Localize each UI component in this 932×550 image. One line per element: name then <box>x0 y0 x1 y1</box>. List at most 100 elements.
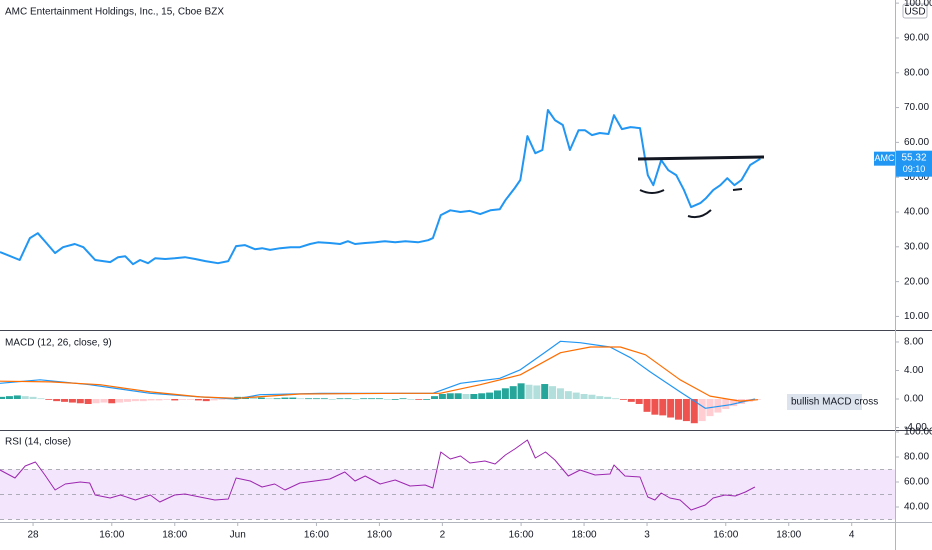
y-tick-label: 40.00 <box>904 207 929 218</box>
histogram-bar <box>249 397 257 399</box>
rsi-title: RSI (14, close) <box>5 437 71 448</box>
histogram-bar <box>588 394 596 399</box>
x-tick-label: 16:00 <box>509 530 534 541</box>
histogram-bar <box>124 398 132 402</box>
histogram-bar <box>415 398 423 400</box>
histogram-bar <box>470 394 478 399</box>
histogram-bar <box>179 398 187 400</box>
histogram-bar <box>0 396 6 399</box>
histogram-bar <box>84 398 92 404</box>
histogram-bar <box>454 393 462 399</box>
y-tick-label: 40.00 <box>904 502 929 513</box>
annotation: bullish MACD cross <box>791 397 878 408</box>
chart-title: AMC Entertainment Holdings, Inc., 15, Cb… <box>5 7 224 18</box>
histogram-bar <box>730 398 738 407</box>
histogram-bar <box>68 398 76 403</box>
histogram-bar <box>478 393 486 399</box>
histogram-bar <box>438 394 446 399</box>
series-name-tag <box>874 151 895 166</box>
currency: USD <box>904 7 925 18</box>
histogram-bar <box>368 398 376 400</box>
histogram-bar <box>305 398 313 400</box>
y-tick-label: 90.00 <box>904 33 929 44</box>
drawing-curve <box>639 189 665 194</box>
histogram-bar <box>698 398 706 422</box>
histogram-bar <box>431 396 439 399</box>
x-tick-label: 3 <box>644 530 650 541</box>
histogram-bar <box>45 398 53 400</box>
histogram-bar <box>722 398 730 409</box>
histogram-bar <box>131 398 139 402</box>
histogram-bar <box>627 398 635 402</box>
histogram-bar <box>61 398 69 402</box>
histogram-bar <box>360 398 368 400</box>
histogram-bar <box>202 398 210 402</box>
histogram-bar <box>682 398 690 422</box>
histogram-bar <box>619 398 627 400</box>
histogram-bar <box>446 393 454 399</box>
histogram-bar <box>336 398 344 400</box>
currency-box <box>902 3 928 19</box>
y-tick-label: 80.00 <box>904 452 929 463</box>
histogram-bar <box>690 398 698 424</box>
y-tick-label: 60.00 <box>904 477 929 488</box>
histogram-bar <box>407 398 415 400</box>
histogram-bar <box>549 386 557 399</box>
histogram-bar <box>100 398 108 403</box>
x-tick-label: 4 <box>849 530 855 541</box>
x-tick-label: 18:00 <box>572 530 597 541</box>
y-tick-label: 80.00 <box>904 67 929 78</box>
histogram-bar <box>218 398 226 400</box>
histogram-bar <box>5 396 13 399</box>
user-drawings <box>637 155 765 219</box>
x-tick-label: 18:00 <box>776 530 801 541</box>
histogram-bar <box>320 398 328 400</box>
series-line <box>0 439 756 511</box>
histogram-bar <box>612 398 620 400</box>
x-tick-label: 16:00 <box>713 530 738 541</box>
histogram-bar <box>344 398 352 400</box>
histogram-bar <box>265 398 273 400</box>
histogram-bar <box>517 383 525 399</box>
histogram-bar <box>116 398 124 403</box>
histogram-bar <box>509 386 517 399</box>
histogram-bar <box>375 398 383 400</box>
histogram-bar <box>281 397 289 399</box>
last-price: 55.32 <box>901 152 926 163</box>
y-tick-label: 100.00 <box>904 0 932 9</box>
histogram-bar <box>37 398 45 400</box>
histogram-bar <box>352 398 360 400</box>
histogram-bar <box>289 397 297 399</box>
histogram-bar <box>580 394 588 399</box>
y-tick-label: 50.00 <box>904 172 929 183</box>
histogram-bar <box>312 398 320 400</box>
histogram-bar <box>423 398 431 400</box>
y-tick-label: 100.00 <box>904 427 932 438</box>
y-tick-label: 20.00 <box>904 276 929 287</box>
histogram-bar <box>92 398 100 404</box>
countdown: 09:10 <box>903 164 926 174</box>
histogram-bar <box>572 392 580 399</box>
last-price-tag <box>896 150 932 177</box>
annotation-box <box>787 394 862 410</box>
series-line <box>0 346 759 402</box>
histogram-bar <box>596 396 604 399</box>
histogram-bar <box>604 396 612 399</box>
y-tick-label: 70.00 <box>904 102 929 113</box>
histogram-bar <box>541 384 549 399</box>
x-tick-label: 18:00 <box>367 530 392 541</box>
histogram-bar <box>210 398 218 401</box>
x-tick-label: Jun <box>230 530 246 541</box>
histogram-bar <box>29 396 37 399</box>
histogram-bar <box>155 398 163 401</box>
histogram-bar <box>462 394 470 399</box>
histogram-bar <box>257 397 265 399</box>
histogram-bar <box>675 398 683 420</box>
histogram-bar <box>714 398 722 413</box>
histogram-bar <box>273 398 281 400</box>
histogram-bar <box>391 398 399 400</box>
histogram-bar <box>643 398 651 412</box>
histogram-bar <box>163 398 171 400</box>
y-tick-label: 60.00 <box>904 137 929 148</box>
